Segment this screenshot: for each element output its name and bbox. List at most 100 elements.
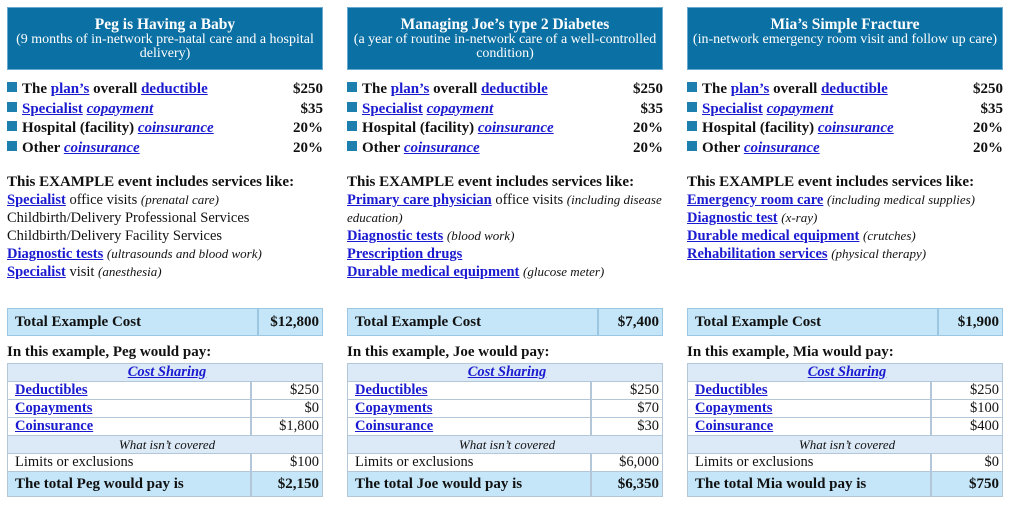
- service-note: (including disease education): [347, 192, 662, 225]
- table-row: Coinsurance $400: [687, 417, 1003, 436]
- service-link[interactable]: Specialist: [7, 192, 66, 208]
- label: Limits or exclusions: [687, 453, 932, 472]
- example-title: Peg is Having a Baby: [94, 16, 236, 33]
- plans-link[interactable]: plan’s: [50, 81, 90, 97]
- service-link[interactable]: Diagnostic test: [687, 210, 778, 226]
- service-item: Specialist visit (anesthesia): [7, 263, 323, 281]
- label: Hospital (facility): [362, 120, 478, 136]
- coinsurance-link[interactable]: Coinsurance: [695, 418, 774, 434]
- copayments-link[interactable]: Copayments: [695, 400, 773, 416]
- bullet-square-icon: [347, 101, 357, 112]
- coinsurance-link[interactable]: Coinsurance: [15, 418, 94, 434]
- service-note: (anesthesia): [98, 264, 162, 279]
- value: $35: [980, 100, 1004, 117]
- pay-heading: In this example, Joe would pay:: [347, 344, 550, 360]
- deductibles-link[interactable]: Deductibles: [15, 382, 88, 398]
- table-row: Coinsurance $30: [347, 417, 663, 436]
- label: The: [22, 81, 51, 97]
- value: 20%: [293, 139, 323, 156]
- copayment-link[interactable]: copayment: [426, 100, 494, 117]
- example-title: Mia’s Simple Fracture: [770, 16, 920, 33]
- service-item: Diagnostic test (x-ray): [687, 209, 1003, 227]
- bullet-square-icon: [7, 121, 17, 131]
- cost-sharing-link[interactable]: Cost Sharing: [467, 364, 547, 380]
- table-row: Copayments $70: [347, 399, 663, 418]
- value: $100: [930, 399, 1003, 418]
- table-row: Deductibles $250: [7, 381, 323, 400]
- label: Total Example Cost: [348, 309, 599, 335]
- table-row: Limits or exclusions $100: [7, 453, 323, 472]
- label: overall: [89, 81, 142, 97]
- plan-other-row: Other coinsurance 20%: [347, 139, 663, 159]
- label: The total Joe would pay is: [347, 471, 592, 497]
- deductibles-link[interactable]: Deductibles: [355, 382, 428, 398]
- specialist-link[interactable]: Specialist: [702, 100, 763, 117]
- deductibles-link[interactable]: Deductibles: [695, 382, 768, 398]
- value: $250: [250, 381, 323, 400]
- label: The: [702, 81, 731, 97]
- example-header: Mia’s Simple Fracture (in-network emerge…: [687, 7, 1003, 70]
- service-item: Emergency room care (including medical s…: [687, 191, 1003, 209]
- deductible-link[interactable]: deductible: [481, 81, 548, 97]
- copayments-link[interactable]: Copayments: [355, 400, 433, 416]
- copayments-link[interactable]: Copayments: [15, 400, 93, 416]
- coinsurance-link[interactable]: coinsurance: [817, 120, 894, 136]
- plans-link[interactable]: plan’s: [390, 81, 430, 97]
- value: $750: [930, 471, 1003, 497]
- bullet-square-icon: [347, 82, 357, 92]
- service-item: Rehabilitation services (physical therap…: [687, 245, 1003, 263]
- coinsurance-link[interactable]: Coinsurance: [355, 418, 434, 434]
- service-link[interactable]: Diagnostic tests: [347, 228, 444, 244]
- copayment-link[interactable]: copayment: [766, 100, 834, 117]
- cost-sharing-link[interactable]: Cost Sharing: [807, 364, 887, 380]
- plan-deductible-row: The plan’s overall deductible $250: [7, 80, 323, 100]
- service-item: Childbirth/Delivery Professional Service…: [7, 209, 323, 227]
- cost-sharing-link[interactable]: Cost Sharing: [127, 364, 207, 380]
- plan-specialist-row: Specialist copayment $35: [7, 100, 323, 120]
- value: $250: [633, 81, 663, 97]
- service-text: office visits: [65, 192, 141, 208]
- plan-specialist-row: Specialist copayment $35: [687, 100, 1003, 120]
- value: $250: [590, 381, 663, 400]
- plan-summary: The plan’s overall deductible $250 Specia…: [347, 80, 663, 158]
- service-link[interactable]: Diagnostic tests: [7, 246, 104, 262]
- value: $250: [293, 81, 323, 97]
- plan-hospital-row: Hospital (facility) coinsurance 20%: [687, 119, 1003, 139]
- service-link[interactable]: Durable medical equipment: [347, 264, 520, 280]
- bullet-square-icon: [687, 140, 697, 151]
- table-row: Limits or exclusions $0: [687, 453, 1003, 472]
- deductible-link[interactable]: deductible: [821, 81, 888, 97]
- service-link[interactable]: Emergency room care: [687, 192, 824, 208]
- coinsurance-link[interactable]: coinsurance: [403, 139, 480, 156]
- example-subtitle: (in-network emergency room visit and fol…: [692, 32, 998, 47]
- service-link[interactable]: Primary care physician: [347, 192, 492, 208]
- plan-other-row: Other coinsurance 20%: [687, 139, 1003, 159]
- table-row: Coinsurance $1,800: [7, 417, 323, 436]
- value: $12,800: [270, 314, 319, 330]
- specialist-link[interactable]: Specialist: [22, 100, 83, 117]
- plan-other-row: Other coinsurance 20%: [7, 139, 323, 159]
- coinsurance-link[interactable]: coinsurance: [743, 139, 820, 156]
- coinsurance-link[interactable]: coinsurance: [137, 120, 214, 136]
- deductible-link[interactable]: deductible: [141, 81, 208, 97]
- copayment-link[interactable]: copayment: [86, 100, 154, 117]
- service-link[interactable]: Specialist: [7, 264, 66, 280]
- total-pay-row: The total Joe would pay is $6,350: [347, 471, 663, 497]
- coinsurance-link[interactable]: coinsurance: [477, 120, 554, 136]
- example-subtitle: (a year of routine in-network care of a …: [353, 32, 657, 61]
- value: $2,150: [250, 471, 323, 497]
- total-example-cost-row: Total Example Cost $7,400: [347, 308, 663, 336]
- service-link[interactable]: Rehabilitation services: [687, 246, 828, 262]
- value: $70: [590, 399, 663, 418]
- service-link[interactable]: Durable medical equipment: [687, 228, 860, 244]
- example-column: Managing Joe’s type 2 Diabetes (a year o…: [347, 7, 663, 497]
- plans-link[interactable]: plan’s: [730, 81, 770, 97]
- service-note: (glucose meter): [523, 264, 605, 279]
- coinsurance-link[interactable]: coinsurance: [63, 139, 140, 156]
- value: $1,900: [957, 314, 999, 330]
- not-covered-header: What isn’t covered: [347, 435, 663, 454]
- specialist-link[interactable]: Specialist: [362, 100, 423, 117]
- service-link[interactable]: Prescription drugs: [347, 246, 463, 262]
- label: Total Example Cost: [8, 309, 259, 335]
- value: $400: [930, 417, 1003, 436]
